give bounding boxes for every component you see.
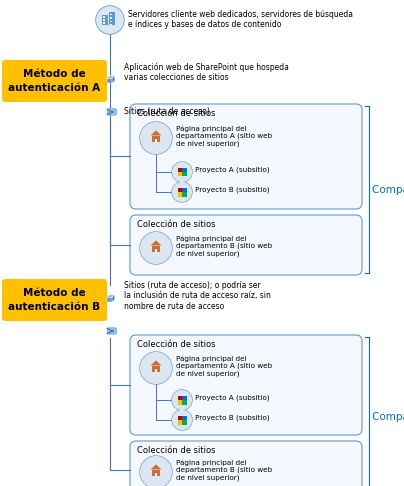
- Polygon shape: [151, 130, 162, 136]
- FancyBboxPatch shape: [130, 215, 362, 275]
- Circle shape: [172, 182, 192, 202]
- Circle shape: [140, 122, 172, 154]
- Bar: [110, 17, 112, 18]
- Circle shape: [141, 353, 171, 383]
- Bar: [177, 173, 182, 176]
- FancyBboxPatch shape: [130, 335, 362, 435]
- Text: Colección de sitios: Colección de sitios: [137, 109, 215, 118]
- Text: Proyecto A (subsitio): Proyecto A (subsitio): [195, 394, 269, 400]
- FancyBboxPatch shape: [2, 279, 107, 321]
- Bar: [177, 192, 182, 196]
- Polygon shape: [112, 76, 115, 83]
- Bar: [110, 24, 112, 25]
- Bar: [110, 14, 112, 15]
- Circle shape: [97, 7, 123, 33]
- Circle shape: [173, 411, 191, 430]
- Text: Colección de sitios: Colección de sitios: [137, 446, 215, 455]
- Bar: [182, 396, 187, 399]
- Text: Método de
autenticación A: Método de autenticación A: [8, 69, 101, 93]
- FancyBboxPatch shape: [2, 60, 107, 102]
- Bar: [177, 420, 182, 424]
- Text: Compañía A: Compañía A: [372, 184, 404, 195]
- Bar: [103, 16, 105, 17]
- Circle shape: [140, 232, 172, 264]
- Circle shape: [172, 410, 192, 430]
- Circle shape: [173, 162, 191, 181]
- Text: Proyecto B (subsitio): Proyecto B (subsitio): [195, 414, 269, 420]
- Text: Método de
autenticación B: Método de autenticación B: [8, 288, 101, 312]
- Bar: [103, 22, 105, 24]
- Text: Página principal del
departamento B (sitio web
de nivel superior): Página principal del departamento B (sit…: [176, 459, 272, 481]
- Text: Sitios (ruta de acceso): Sitios (ruta de acceso): [124, 107, 210, 116]
- Bar: [107, 78, 112, 83]
- Circle shape: [173, 391, 191, 409]
- Bar: [182, 173, 187, 176]
- Text: Colección de sitios: Colección de sitios: [137, 220, 215, 229]
- Circle shape: [141, 122, 171, 154]
- Polygon shape: [151, 241, 162, 245]
- FancyBboxPatch shape: [130, 441, 362, 486]
- Polygon shape: [107, 295, 115, 297]
- Text: Colección de sitios: Colección de sitios: [137, 340, 215, 349]
- Text: Página principal del
departamento B (sitio web
de nivel superior): Página principal del departamento B (sit…: [176, 235, 272, 257]
- Bar: [182, 192, 187, 196]
- Bar: [182, 188, 187, 191]
- Bar: [182, 416, 187, 420]
- Bar: [155, 369, 157, 371]
- Bar: [182, 420, 187, 424]
- Circle shape: [172, 162, 192, 182]
- Bar: [155, 139, 157, 141]
- Text: Página principal del
departamento A (sitio web
de nivel superior): Página principal del departamento A (sit…: [176, 355, 272, 377]
- Polygon shape: [151, 465, 162, 469]
- Text: Sitios (ruta de acceso); o podría ser
la inclusión de ruta de acceso raíz, sin
n: Sitios (ruta de acceso); o podría ser la…: [124, 281, 271, 311]
- Bar: [182, 168, 187, 172]
- Bar: [110, 20, 112, 22]
- Bar: [177, 168, 182, 172]
- Text: Proyecto B (subsitio): Proyecto B (subsitio): [195, 186, 269, 192]
- Bar: [152, 136, 160, 141]
- Bar: [182, 400, 187, 404]
- Bar: [152, 469, 160, 475]
- Bar: [177, 416, 182, 420]
- Polygon shape: [151, 361, 162, 365]
- Circle shape: [140, 456, 172, 486]
- Bar: [155, 249, 157, 251]
- Bar: [109, 12, 115, 25]
- Text: Compañía B: Compañía B: [372, 412, 404, 422]
- Circle shape: [141, 457, 171, 486]
- Text: Servidores cliente web dedicados, servidores de búsqueda
e índices y bases de da: Servidores cliente web dedicados, servid…: [128, 10, 353, 29]
- Text: Aplicación web de SharePoint que hospeda
varias colecciones de sitios: Aplicación web de SharePoint que hospeda…: [124, 62, 289, 82]
- Bar: [102, 15, 108, 25]
- Circle shape: [141, 233, 171, 263]
- Bar: [177, 188, 182, 191]
- Bar: [152, 365, 160, 371]
- Polygon shape: [112, 295, 115, 302]
- Circle shape: [96, 6, 124, 34]
- Circle shape: [140, 352, 172, 384]
- FancyBboxPatch shape: [107, 109, 116, 115]
- Bar: [152, 245, 160, 251]
- Circle shape: [172, 390, 192, 410]
- Bar: [177, 400, 182, 404]
- Bar: [103, 19, 105, 20]
- FancyBboxPatch shape: [107, 328, 116, 334]
- Text: Página principal del
departamento A (sitio web
de nivel superior): Página principal del departamento A (sit…: [176, 125, 272, 146]
- Polygon shape: [107, 76, 115, 78]
- Bar: [155, 473, 157, 475]
- Text: Proyecto A (subsitio): Proyecto A (subsitio): [195, 166, 269, 173]
- Circle shape: [173, 183, 191, 201]
- Bar: [107, 297, 112, 302]
- FancyBboxPatch shape: [130, 104, 362, 209]
- Bar: [177, 396, 182, 399]
